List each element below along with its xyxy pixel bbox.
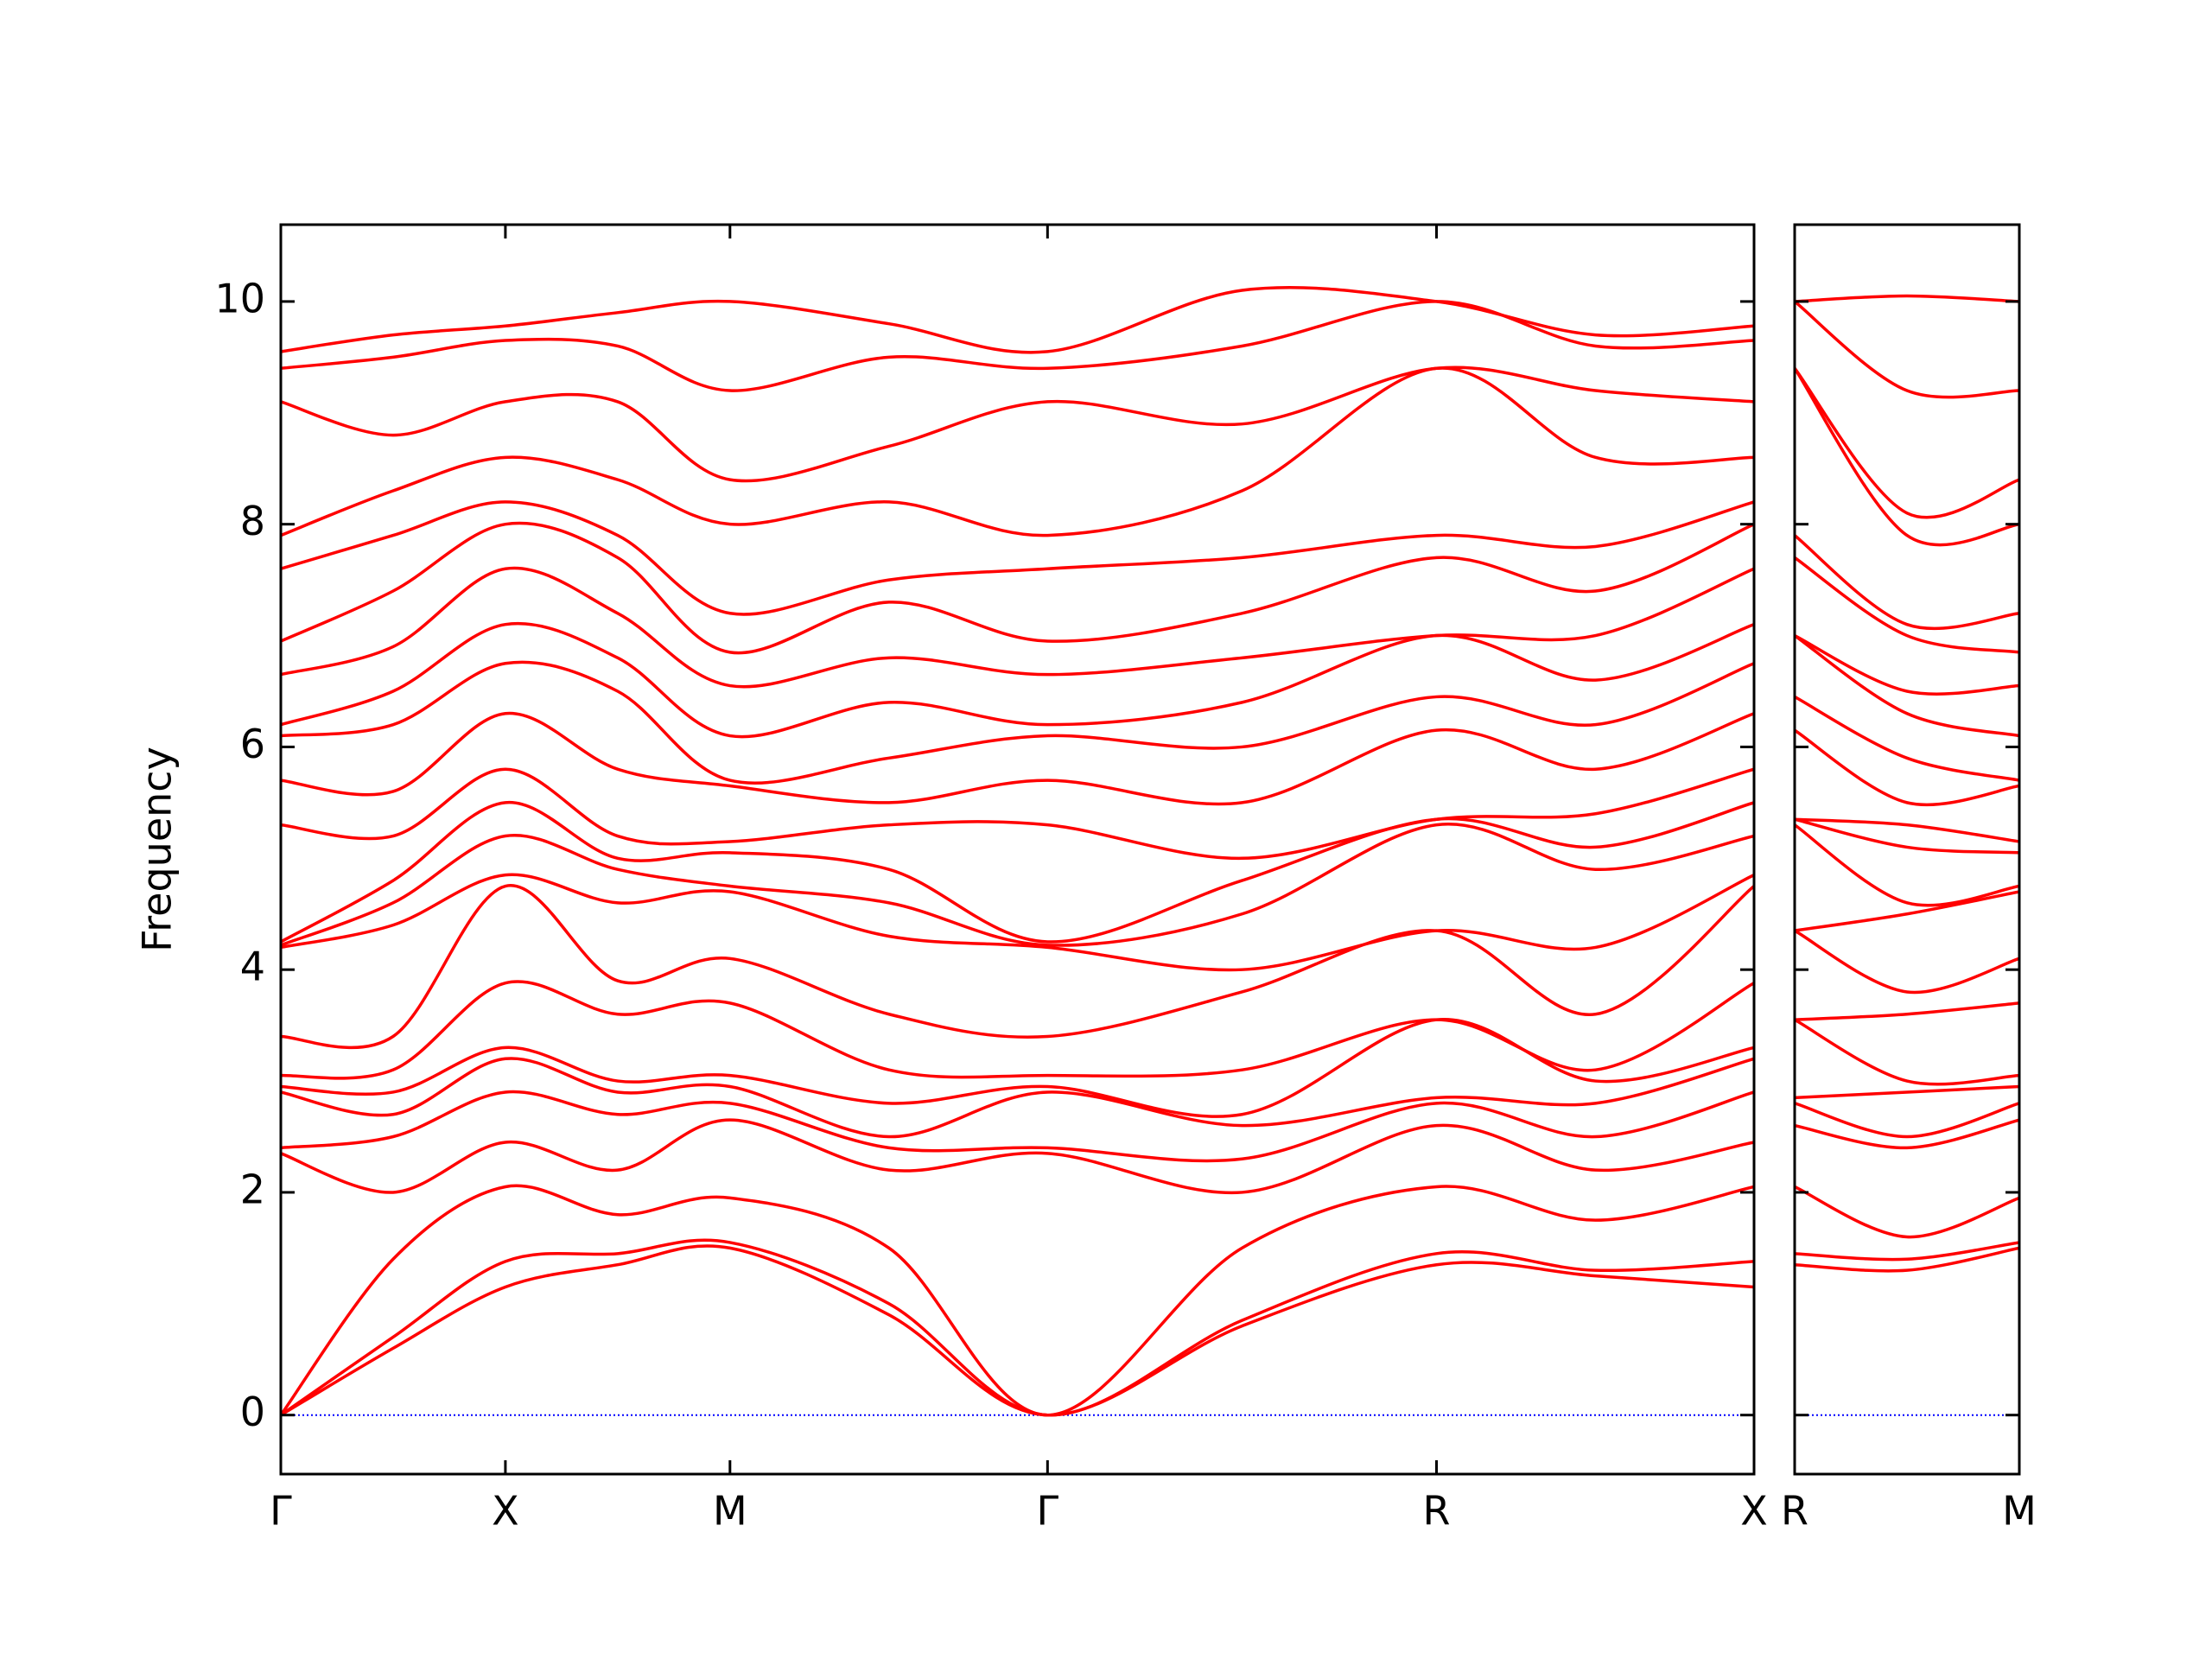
band-line [1795,633,2019,696]
band-line [281,980,1754,1080]
band-line [1795,300,2019,399]
band-line [281,1057,1754,1139]
band-line [281,767,1754,861]
band-line [1795,367,2019,547]
band-line [1795,1102,2019,1139]
band-line [281,1118,1754,1195]
band-line [281,884,1754,1050]
band-line [1795,534,2019,631]
band-line [1795,823,2019,907]
band-line [281,801,1754,944]
x-tick-label: Γ [1037,1488,1059,1535]
y-tick-label: 8 [240,498,265,544]
y-tick-label: 0 [240,1389,265,1435]
x-tick-label: R [1423,1488,1451,1535]
x-tick-label: R [1781,1488,1808,1535]
band-line [1795,817,2019,843]
band-line [1795,1241,2019,1262]
band-line [1795,929,2019,995]
band-line [281,660,1754,785]
y-tick-label: 6 [240,721,265,767]
band-line [281,1238,1754,1417]
band-line [1795,634,2019,738]
y-tick-label: 4 [240,944,265,990]
plot-area [281,286,1754,1417]
band-line [281,823,1754,947]
band-line [1795,817,2019,855]
axes-frame [279,223,1756,1476]
y-tick-label: 10 [214,275,265,321]
band-line [1795,556,2019,654]
x-tick-label: M [713,1488,747,1535]
band-line [281,1090,1754,1163]
band-line [281,366,1754,537]
band-line [281,1244,1754,1417]
band-line [1795,294,2019,303]
band-line [281,873,1754,972]
band-line [1795,1118,2019,1150]
band-line [1795,695,2019,782]
band-line [281,566,1754,689]
band-line [281,500,1754,616]
band-line [1795,1185,2019,1239]
x-tick-label: M [2002,1488,2037,1535]
y-tick-label: 2 [240,1166,265,1212]
x-tick-label: X [492,1488,519,1535]
band-line [1795,890,2019,932]
band-line [1795,1001,2019,1021]
band-line [281,621,1754,739]
plot-area [1795,294,2019,1416]
band-line [1795,728,2019,807]
band-line [1795,1018,2019,1086]
band-line [1795,367,2019,519]
axes-frame [1793,223,2021,1476]
y-axis-label: Frequency [134,747,181,952]
band-line [281,521,1754,655]
band-line [281,712,1754,806]
band-line [281,365,1754,483]
x-tick-label: Γ [270,1488,292,1535]
band-line [1795,1246,2019,1273]
band-line [281,286,1754,354]
band-line [281,1184,1754,1417]
x-tick-label: X [1740,1488,1768,1535]
band-line [1795,1084,2019,1100]
band-line [281,1018,1754,1118]
